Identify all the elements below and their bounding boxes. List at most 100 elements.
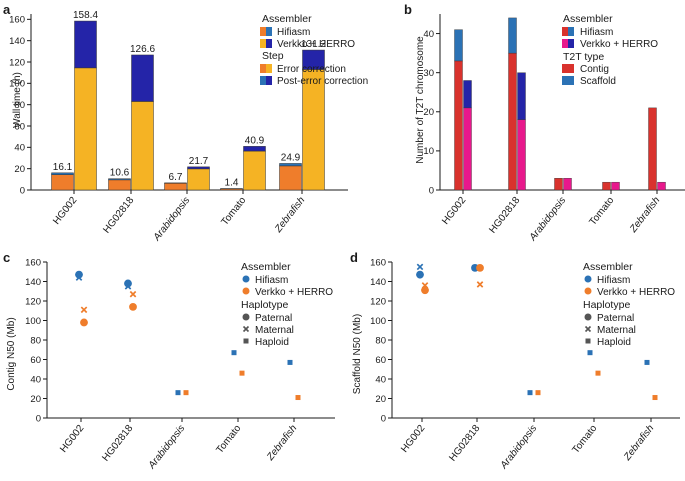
point-c-verkko-haploid	[295, 395, 301, 401]
b-y-tick-label: 40	[423, 29, 434, 40]
bar-b-verkko-contig	[657, 181, 666, 191]
data-label-a-hifiasm: 10.6	[110, 168, 130, 179]
panel-c-ylabel: Contig N50 (Mb)	[6, 317, 17, 390]
legend-d-verkko-label: Verkko + HERRO	[597, 287, 675, 298]
c-category-label: Arabidopsis	[146, 423, 187, 472]
bar-b-verkko-scaffold	[517, 72, 526, 120]
point-d-verkko-haploid	[535, 390, 541, 396]
legend-c-maternal-marker	[242, 325, 250, 333]
bar-a-hifiasm-error	[279, 165, 302, 191]
legend-d-haploid-marker	[585, 338, 591, 344]
d-y-tick-label: 0	[381, 413, 386, 424]
a-category-label: Zebrafish	[272, 195, 307, 236]
point-c-hifiasm-haploid	[231, 350, 237, 356]
a-category-label: Tomato	[220, 195, 249, 228]
b-y-tick-label: 10	[423, 146, 434, 157]
bar-a-verkko-post	[302, 49, 325, 70]
legend-d-verkko-dot	[584, 287, 592, 295]
bar-b-hifiasm-contig	[602, 181, 611, 191]
c-y-tick-label: 120	[25, 296, 41, 307]
legend-b-scaffold-swatch	[562, 76, 574, 85]
c-category-label: HG002	[58, 423, 86, 455]
point-c-hifiasm-haploid	[287, 359, 293, 365]
bar-a-hifiasm-post	[279, 163, 302, 167]
a-category-label: Arabidopsis	[151, 195, 192, 244]
legend-c-paternal-label: Paternal	[255, 313, 292, 324]
d-category-label: HG002	[399, 423, 427, 455]
bar-b-hifiasm-contig	[554, 178, 563, 191]
legend-c-haploid-label: Haploid	[255, 337, 289, 348]
b-category-label: Arabidopsis	[527, 195, 568, 244]
data-label-a-verkko: 131.2	[301, 39, 326, 50]
b-category-label: HG02818	[487, 195, 522, 236]
legend-b-verkko-swatch-scaffold	[568, 39, 574, 48]
data-label-a-verkko: 126.6	[130, 44, 155, 55]
c-category-label: Tomato	[215, 423, 244, 456]
panel-c-contig-n50-chart: Contig N50 (Mb) 0 20 40 60 80 100 120 140 160 HG0…	[6, 257, 335, 472]
legend-d-hifiasm-dot	[584, 275, 592, 283]
legend-c-verkko-label: Verkko + HERRO	[255, 287, 333, 298]
legend-a-verkko-swatch-post	[266, 39, 272, 48]
bar-a-verkko-post	[243, 146, 266, 152]
b-category-label: Tomato	[588, 195, 617, 228]
legend-c-hifiasm-dot	[242, 275, 250, 283]
c-y-tick-label: 0	[36, 413, 41, 424]
panel-a-wall-time-chart: Wall time (h) 0 20 40 60 80 100 120 140 160 HG002…	[9, 10, 368, 244]
data-label-a-verkko: 158.4	[73, 10, 98, 21]
legend-c-haplotype-title: Haplotype	[241, 299, 288, 311]
point-d-verkko-maternal	[476, 281, 484, 288]
legend-c-hifiasm-label: Hifiasm	[255, 275, 288, 286]
c-category-label: Zebrafish	[264, 423, 299, 464]
legend-c-maternal-label: Maternal	[255, 325, 294, 336]
d-y-tick-label: 40	[375, 374, 386, 385]
a-y-tick-label: 0	[20, 185, 25, 196]
panel-b-t2t-chart: Number of T2T chromosome 0 10 20 30 40 HG002 H…	[415, 13, 685, 244]
data-label-a-hifiasm: 16.1	[53, 162, 73, 173]
bar-b-verkko-contig	[563, 178, 572, 191]
point-c-verkko-paternal	[129, 302, 137, 311]
point-d-hifiasm-maternal	[416, 263, 424, 271]
bar-b-hifiasm-scaffold	[508, 17, 517, 54]
b-y-tick-label: 20	[423, 107, 434, 118]
panel-d-legend: Assembler Hifiasm Verkko + HERRO Haploty…	[583, 261, 675, 348]
a-y-tick-label: 100	[9, 79, 25, 90]
bar-b-verkko-scaffold	[463, 80, 472, 109]
point-d-verkko-haploid	[652, 395, 658, 401]
a-y-tick-label: 40	[14, 143, 25, 154]
legend-b-contig-label: Contig	[580, 64, 609, 75]
d-y-tick-label: 20	[375, 394, 386, 405]
d-y-tick-label: 60	[375, 355, 386, 366]
legend-d-hifiasm-label: Hifiasm	[597, 275, 630, 286]
d-y-tick-label: 100	[370, 316, 386, 327]
bar-b-hifiasm-scaffold	[454, 29, 463, 62]
bar-a-verkko-error	[74, 67, 97, 191]
panel-label-a: a	[3, 2, 11, 17]
legend-a-hifiasm-swatch-error	[260, 27, 266, 36]
c-y-tick-label: 20	[30, 394, 41, 405]
a-category-label: HG002	[51, 195, 79, 227]
point-c-verkko-haploid	[183, 390, 189, 396]
legend-a-error-swatch-hifiasm	[260, 64, 266, 73]
legend-b-hifiasm-swatch-contig	[562, 27, 568, 36]
d-category-label: HG02818	[447, 423, 482, 464]
panel-b-ylabel: Number of T2T chromosome	[415, 36, 426, 164]
bar-b-hifiasm-contig	[508, 52, 517, 191]
a-y-tick-label: 60	[14, 121, 25, 132]
panel-label-c: c	[3, 250, 10, 265]
legend-a-post-label: Post-error correction	[277, 76, 368, 87]
legend-d-assembler-title: Assembler	[583, 261, 633, 273]
legend-c-assembler-title: Assembler	[241, 261, 291, 273]
bar-b-hifiasm-contig	[454, 60, 463, 191]
legend-d-paternal-marker	[584, 313, 592, 321]
c-y-tick-label: 40	[30, 374, 41, 385]
point-d-hifiasm-paternal	[416, 270, 424, 279]
legend-c-verkko-dot	[242, 287, 250, 295]
bar-b-verkko-contig	[611, 181, 620, 191]
legend-a-error-label: Error correction	[277, 64, 346, 75]
legend-a-error-swatch-verkko	[266, 64, 272, 73]
a-y-tick-label: 80	[14, 100, 25, 111]
c-y-tick-label: 60	[30, 355, 41, 366]
d-y-tick-label: 140	[370, 277, 386, 288]
point-c-hifiasm-paternal	[75, 270, 83, 279]
bar-b-hifiasm-contig	[648, 107, 657, 191]
